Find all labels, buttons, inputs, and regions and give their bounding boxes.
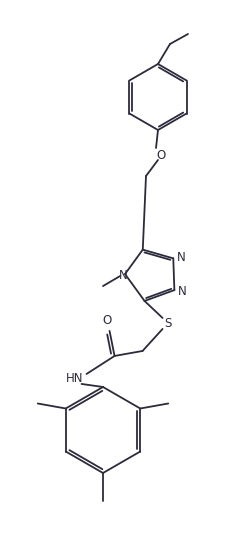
Text: S: S	[164, 317, 171, 330]
Text: HN: HN	[66, 372, 83, 385]
Text: O: O	[156, 148, 166, 161]
Text: O: O	[102, 314, 111, 328]
Text: N: N	[119, 269, 127, 282]
Text: N: N	[177, 251, 186, 264]
Text: N: N	[178, 284, 187, 298]
